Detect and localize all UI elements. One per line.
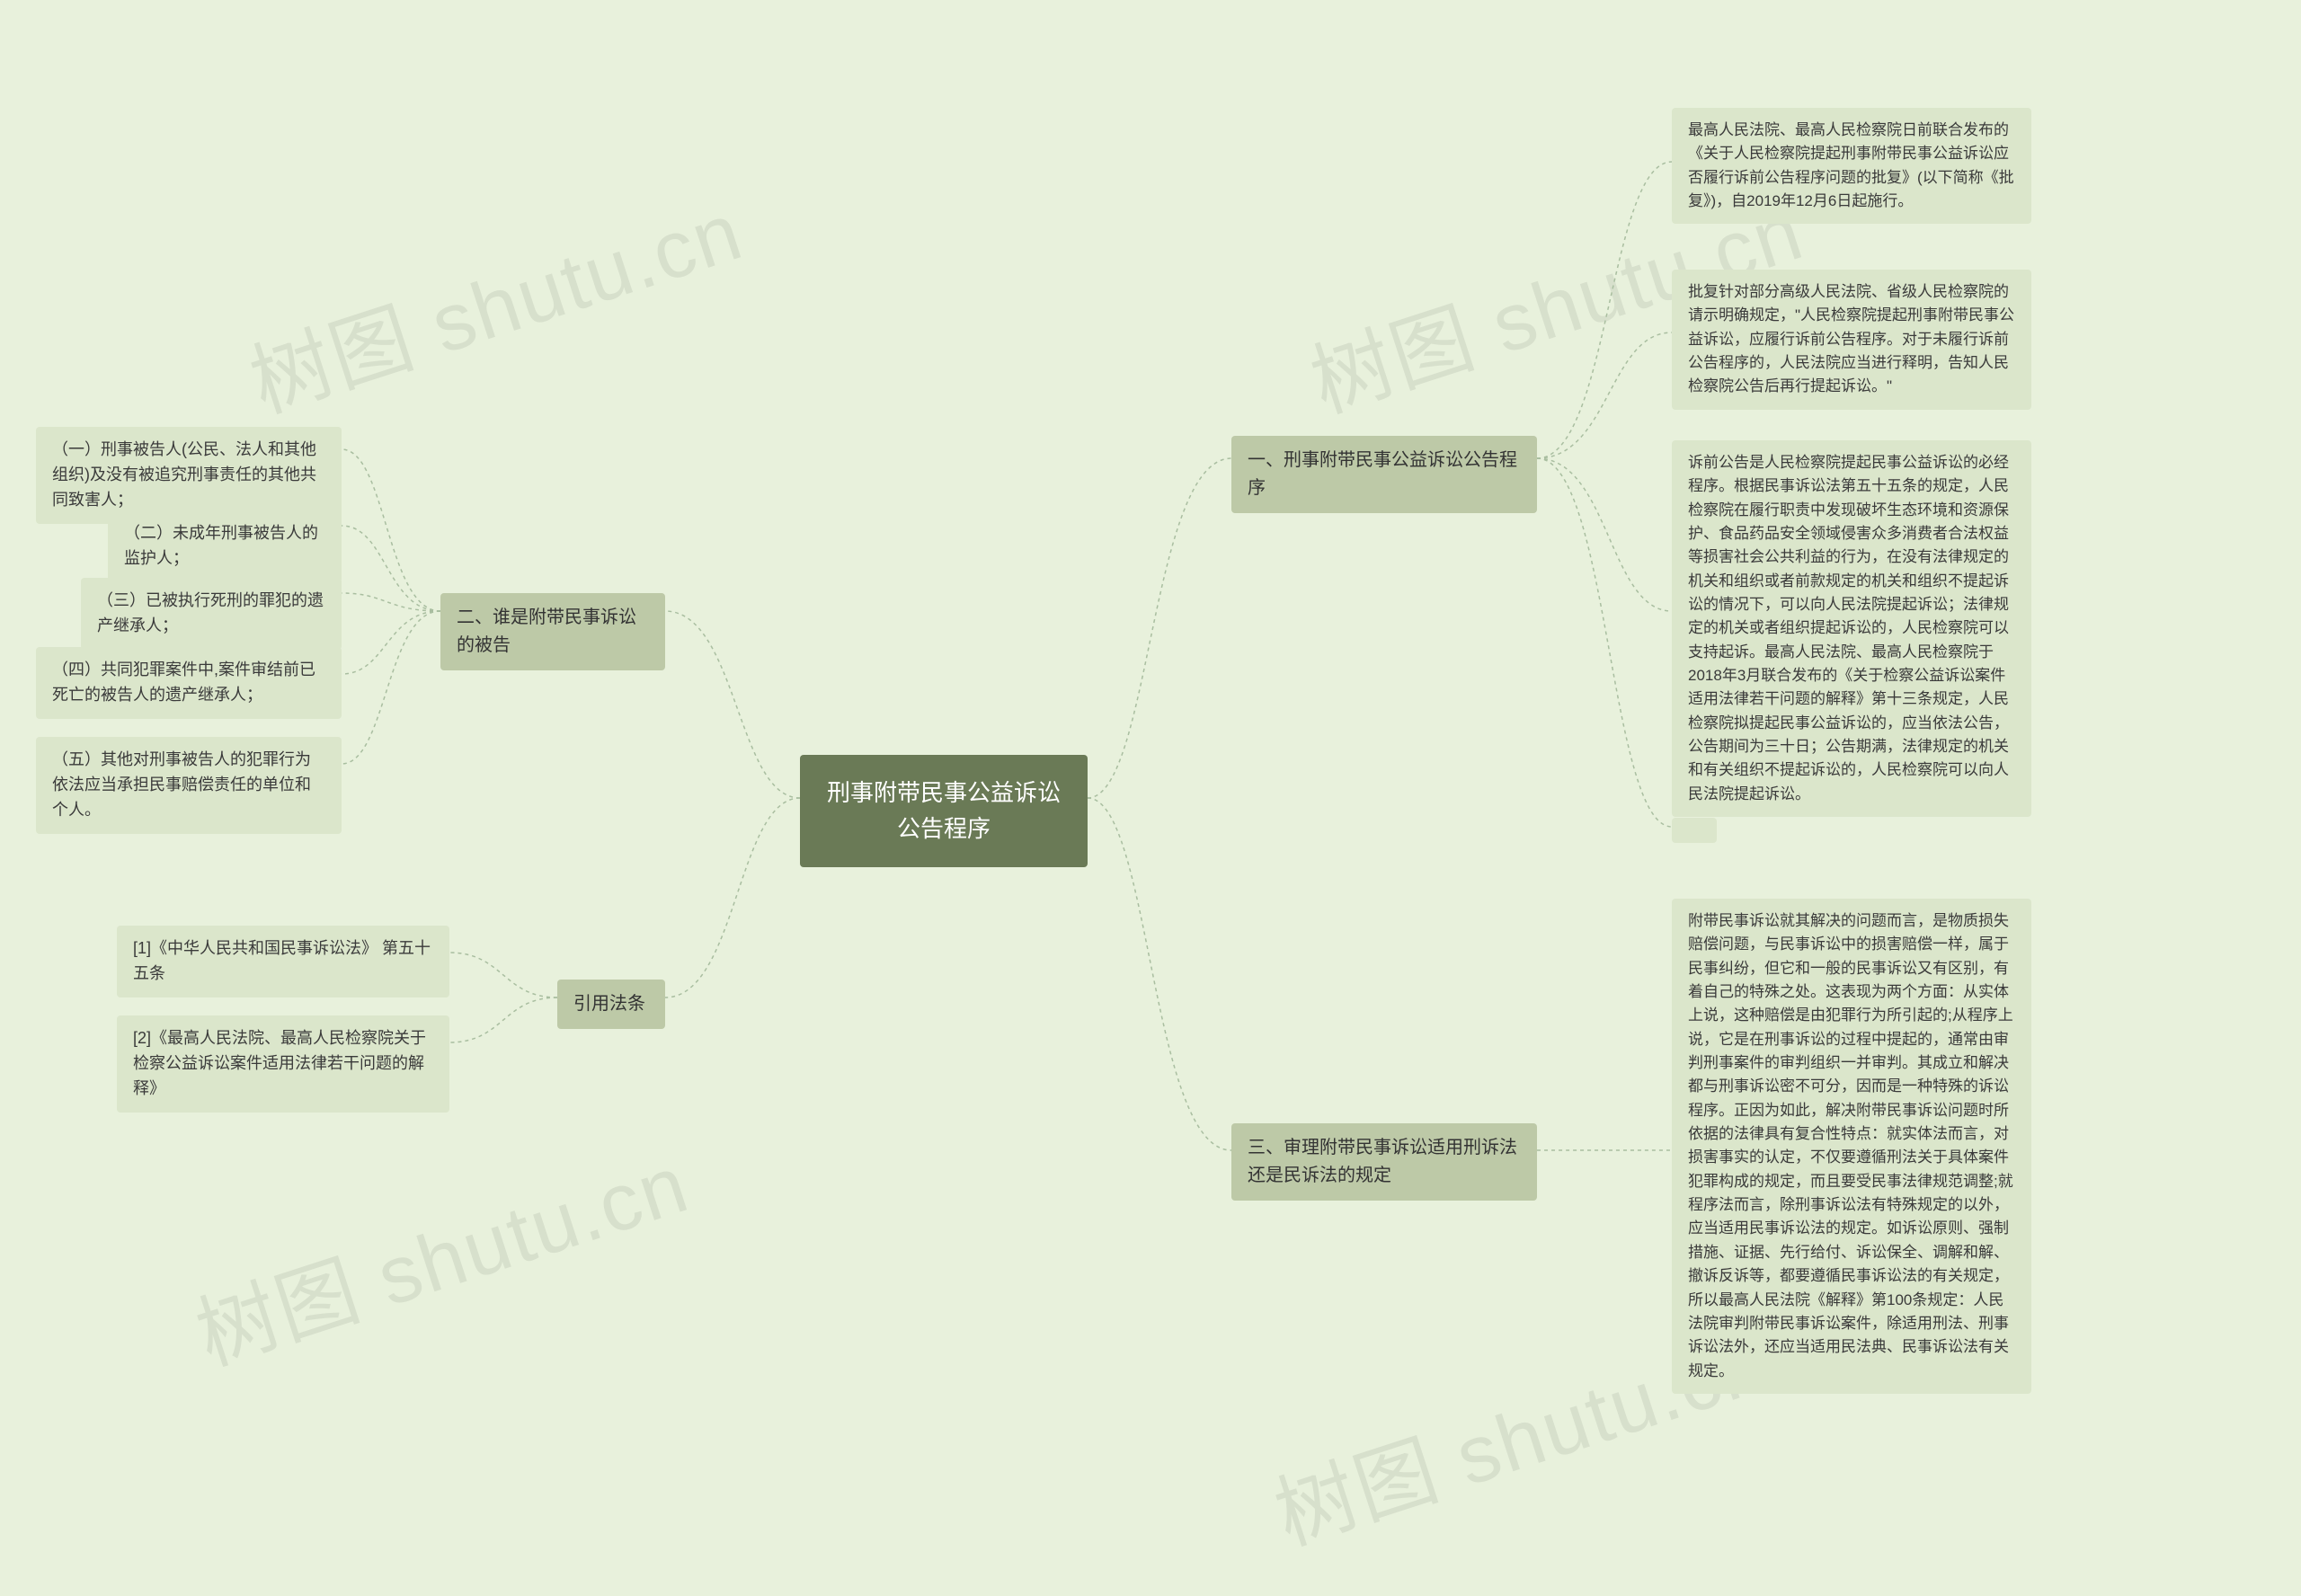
- leaf-b2c5: （五）其他对刑事被告人的犯罪行为依法应当承担民事赔偿责任的单位和个人。: [36, 737, 342, 834]
- leaf-refc1: [1]《中华人民共和国民事诉讼法》 第五十五条: [117, 926, 449, 998]
- leaf-b1c3: 诉前公告是人民检察院提起民事公益诉讼的必经程序。根据民事诉讼法第五十五条的规定，…: [1672, 440, 2031, 817]
- branch-b1: 一、刑事附带民事公益诉讼公告程序: [1231, 436, 1537, 513]
- branch-b2: 二、谁是附带民事诉讼的被告: [440, 593, 665, 670]
- watermark: 树图 shutu.cn: [180, 1119, 701, 1388]
- leaf-b2c3: （三）已被执行死刑的罪犯的遗产继承人；: [81, 578, 342, 650]
- branch-ref: 引用法条: [557, 980, 665, 1029]
- watermark: 树图 shutu.cn: [234, 166, 755, 435]
- center-node: 刑事附带民事公益诉讼公告程序: [800, 755, 1088, 867]
- leaf-b3c1: 附带民事诉讼就其解决的问题而言，是物质损失赔偿问题，与民事诉讼中的损害赔偿一样，…: [1672, 899, 2031, 1394]
- leaf-b2c4: （四）共同犯罪案件中,案件审结前已死亡的被告人的遗产继承人；: [36, 647, 342, 719]
- leaf-b2c1: （一）刑事被告人(公民、法人和其他组织)及没有被追究刑事责任的其他共同致害人；: [36, 427, 342, 524]
- leaf-b1c2: 批复针对部分高级人民法院、省级人民检察院的请示明确规定，"人民检察院提起刑事附带…: [1672, 270, 2031, 410]
- leaf-b1c1: 最高人民法院、最高人民检察院日前联合发布的《关于人民检察院提起刑事附带民事公益诉…: [1672, 108, 2031, 224]
- leaf-refc2: [2]《最高人民法院、最高人民检察院关于检察公益诉讼案件适用法律若干问题的解释》: [117, 1015, 449, 1113]
- branch-b3: 三、审理附带民事诉讼适用刑诉法还是民诉法的规定: [1231, 1123, 1537, 1201]
- leaf-b2c2: （二）未成年刑事被告人的监护人；: [108, 510, 342, 582]
- leaf-b1c4: [1672, 818, 1717, 843]
